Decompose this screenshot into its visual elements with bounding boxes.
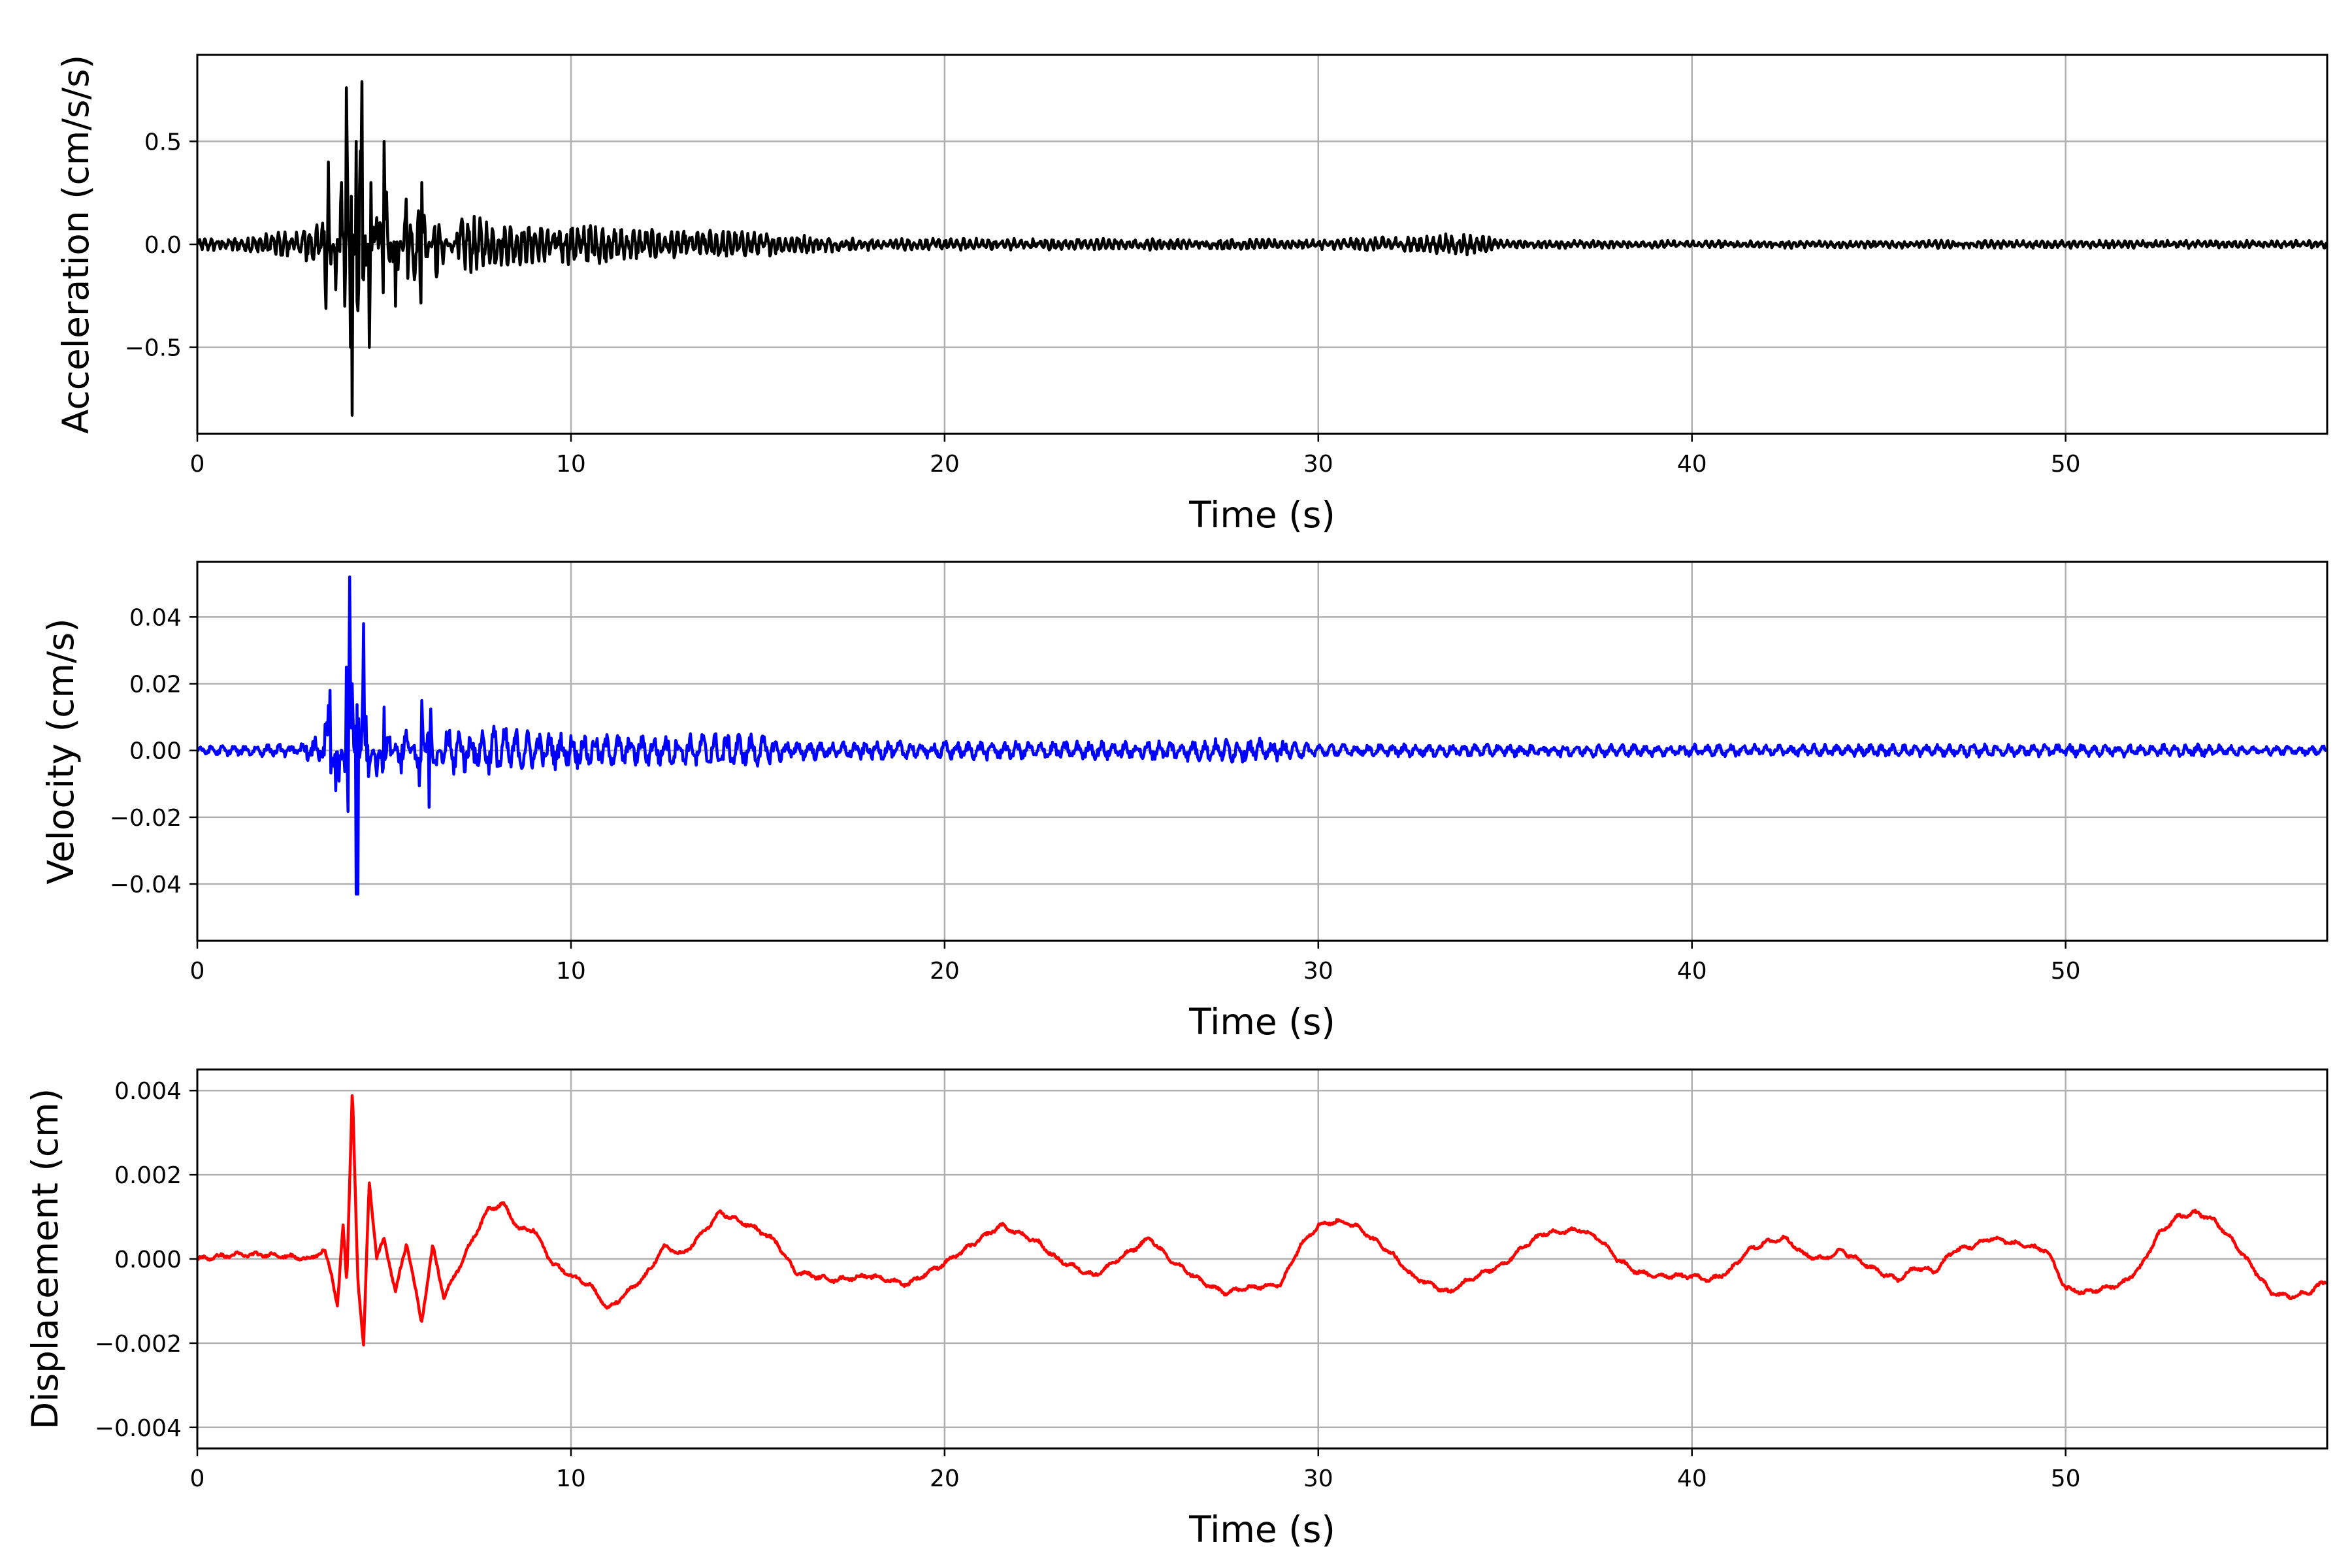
acceleration-xtick-label: 0 — [190, 451, 205, 478]
acceleration-xtick-label: 40 — [1677, 451, 1707, 478]
velocity-y-axis-label: Velocity (cm/s) — [40, 618, 82, 884]
acceleration-x-axis-label: Time (s) — [1188, 494, 1335, 536]
acceleration-xtick-label: 20 — [930, 451, 960, 478]
displacement-y-axis-label: Displacement (cm) — [24, 1088, 66, 1429]
velocity-xtick-label: 30 — [1303, 958, 1333, 985]
acceleration-series-line — [196, 80, 2328, 417]
velocity-ytick-label: −0.02 — [110, 805, 182, 832]
acceleration-ytick-label: −0.5 — [125, 335, 182, 362]
velocity-ytick-label: 0.04 — [129, 604, 182, 631]
displacement-ytick-label: 0.004 — [114, 1078, 182, 1105]
velocity-xtick-label: 0 — [190, 958, 205, 985]
displacement-ytick-label: 0.000 — [114, 1247, 182, 1273]
velocity-xtick-label: 10 — [556, 958, 586, 985]
displacement-xtick-label: 10 — [556, 1465, 586, 1492]
displacement-xtick-label: 30 — [1303, 1465, 1333, 1492]
displacement-x-axis-label: Time (s) — [1188, 1509, 1335, 1550]
velocity-ytick-label: 0.02 — [129, 672, 182, 698]
velocity-ytick-label: −0.04 — [110, 872, 182, 898]
acceleration-xtick-label: 50 — [2051, 451, 2081, 478]
displacement-series-line — [196, 1094, 2328, 1347]
acceleration-ytick-label: 0.5 — [144, 129, 182, 155]
displacement-ytick-label: −0.004 — [95, 1415, 182, 1442]
velocity-series-line — [195, 575, 2328, 896]
acceleration-y-axis-label: Acceleration (cm/s/s) — [55, 55, 97, 434]
velocity-xtick-label: 40 — [1677, 958, 1707, 985]
acceleration-xtick-label: 10 — [556, 451, 586, 478]
displacement-ytick-label: 0.002 — [114, 1162, 182, 1189]
displacement-panel: 0 10 20 30 40 50 0.004 0.002 0.000 −0.002 −0.004 Ti… — [24, 1068, 2328, 1550]
displacement-xtick-label: 40 — [1677, 1465, 1707, 1492]
acceleration-xtick-label: 30 — [1303, 451, 1333, 478]
displacement-xtick-label: 20 — [930, 1465, 960, 1492]
velocity-xtick-label: 50 — [2051, 958, 2081, 985]
displacement-xtick-label: 0 — [190, 1465, 205, 1492]
velocity-panel: 0 10 20 30 40 50 0.04 0.02 0.00 −0.02 −0.04 Time (s… — [40, 561, 2328, 1043]
velocity-xtick-label: 20 — [930, 958, 960, 985]
velocity-plot-frame — [196, 561, 2328, 942]
velocity-x-axis-label: Time (s) — [1188, 1001, 1335, 1043]
displacement-ytick-label: −0.002 — [95, 1331, 182, 1358]
acceleration-ytick-label: 0.0 — [144, 232, 182, 259]
acceleration-panel: 0 10 20 30 40 50 0.5 0.0 −0.5 Time (s) Acceleratio… — [55, 54, 2328, 536]
velocity-ytick-label: 0.00 — [129, 738, 182, 765]
displacement-xtick-label: 50 — [2051, 1465, 2081, 1492]
